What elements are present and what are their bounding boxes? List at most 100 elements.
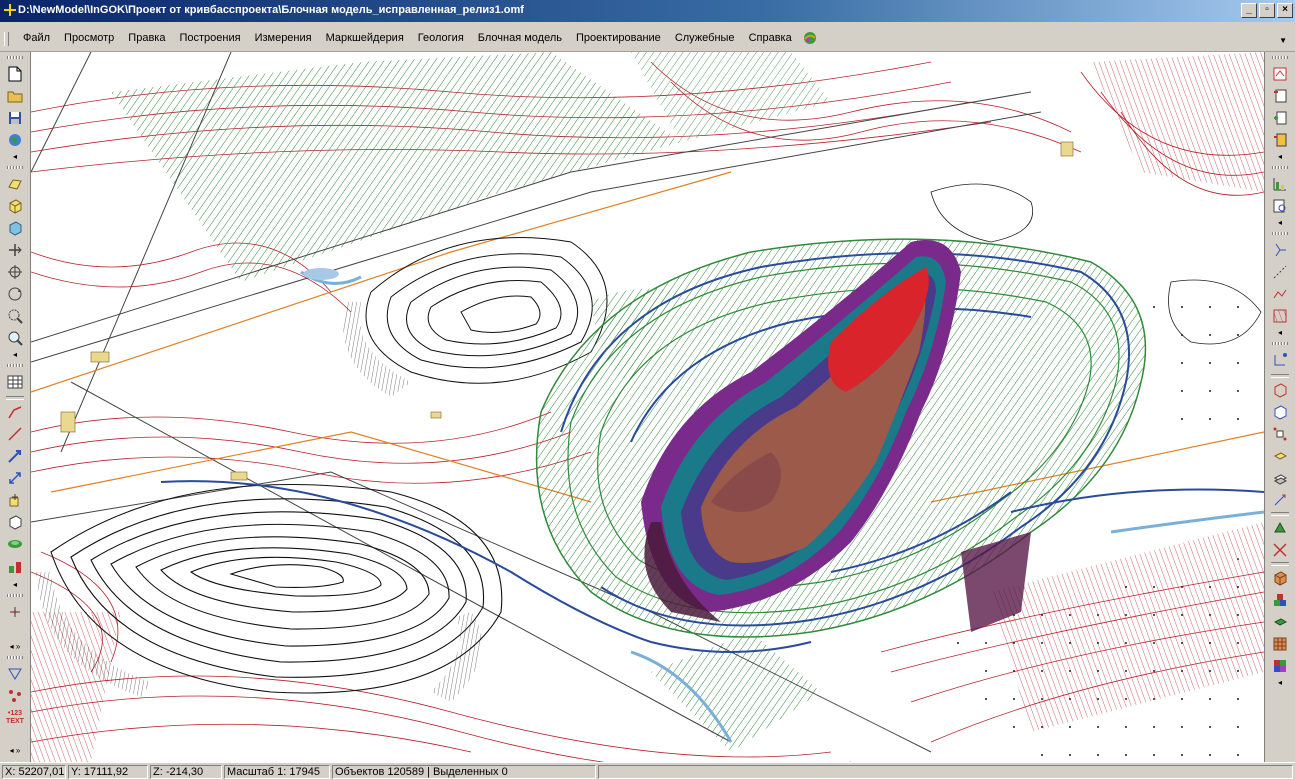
menu-grip[interactable]: [4, 32, 9, 46]
toolbar-grip[interactable]: [1272, 166, 1288, 169]
block-icon[interactable]: [5, 512, 25, 532]
model-viewport[interactable]: [31, 52, 1264, 762]
toolbar-grip[interactable]: [1272, 56, 1288, 59]
connect-icon[interactable]: [1270, 350, 1290, 370]
menu-measure[interactable]: Измерения: [254, 32, 312, 44]
status-empty: [598, 765, 1293, 779]
zoom-icon[interactable]: [5, 328, 25, 348]
menu-help[interactable]: Справка: [748, 32, 792, 44]
block-grid-icon[interactable]: [1270, 634, 1290, 654]
surface-icon[interactable]: [5, 174, 25, 194]
field-area: [111, 62, 501, 282]
menu-service[interactable]: Служебные: [674, 32, 735, 44]
title-bar: D:\NewModel\InGOK\Проект от кривбасспрое…: [0, 0, 1295, 22]
toolbar-expand-icon[interactable]: ◂ »: [9, 642, 21, 651]
cube-icon[interactable]: [5, 196, 25, 216]
extrude-icon[interactable]: [1270, 446, 1290, 466]
haul-roads: [160, 252, 1264, 653]
hatch-icon[interactable]: [1270, 306, 1290, 326]
grid-view-icon[interactable]: [1270, 108, 1290, 128]
triangulate-icon[interactable]: [5, 664, 25, 684]
menu-block-model[interactable]: Блочная модель: [477, 32, 563, 44]
line-icon[interactable]: [5, 424, 25, 444]
menu-file[interactable]: Файл: [23, 32, 51, 44]
menu-overflow-icon[interactable]: ▼: [1279, 36, 1287, 45]
model-view-icon[interactable]: [1270, 64, 1290, 84]
chart-icon[interactable]: [1270, 174, 1290, 194]
globe-icon[interactable]: [5, 130, 25, 150]
search-model-icon[interactable]: [1270, 196, 1290, 216]
open-folder-icon[interactable]: [5, 86, 25, 106]
toolbar-grip[interactable]: [7, 166, 23, 169]
close-button[interactable]: ×: [1277, 3, 1293, 18]
text-tool-icon[interactable]: •123 TEXT: [6, 710, 24, 725]
solid-icon[interactable]: [5, 218, 25, 238]
toolbar-separator: [6, 396, 24, 400]
ore-body: [641, 240, 961, 612]
measure-icon[interactable]: [1270, 262, 1290, 282]
menu-edit[interactable]: Правка: [128, 32, 166, 44]
toolbar-expand-icon[interactable]: ◂: [1277, 678, 1282, 687]
section-view-icon[interactable]: [1270, 86, 1290, 106]
maximize-button[interactable]: ▫: [1259, 3, 1275, 18]
app-icon: [4, 4, 16, 16]
cut-fill-icon[interactable]: [5, 556, 25, 576]
menu-build[interactable]: Построения: [179, 32, 241, 44]
toolbar-separator: [1271, 374, 1289, 378]
pan-icon[interactable]: [5, 240, 25, 260]
intersect-icon[interactable]: [1270, 468, 1290, 488]
toolbar-expand-icon[interactable]: ◂: [12, 580, 17, 589]
explode-icon[interactable]: [1270, 424, 1290, 444]
toolbar-expand-icon[interactable]: ◂: [12, 350, 17, 359]
cone-icon[interactable]: [1270, 518, 1290, 538]
toolbar-grip[interactable]: [1272, 342, 1288, 345]
layer-icon[interactable]: [5, 534, 25, 554]
profile-icon[interactable]: [1270, 284, 1290, 304]
toolbar-separator: [1271, 512, 1289, 516]
toolbar-expand-icon[interactable]: ◂ »: [9, 746, 21, 755]
field-area: [631, 52, 831, 142]
toolbar-grip[interactable]: [7, 656, 23, 659]
solid-view-icon[interactable]: [1270, 402, 1290, 422]
minimize-button[interactable]: _: [1241, 3, 1257, 18]
roads: [31, 52, 1042, 753]
app-logo-icon[interactable]: [803, 31, 817, 45]
toolbar-grip[interactable]: [7, 594, 23, 597]
menu-design[interactable]: Проектирование: [576, 32, 661, 44]
table-icon[interactable]: [5, 372, 25, 392]
polyline-icon[interactable]: [5, 402, 25, 422]
wireframe-icon[interactable]: [1270, 380, 1290, 400]
vertex-icon[interactable]: [1270, 240, 1290, 260]
menu-geology[interactable]: Геология: [417, 32, 464, 44]
toolbar-expand-icon[interactable]: ◂: [1277, 328, 1282, 337]
arrow-tool-icon[interactable]: [5, 446, 25, 466]
right-toolbar: ◂ ◂ ◂ ◂: [1264, 52, 1295, 762]
block-model-icon[interactable]: [1270, 568, 1290, 588]
mine-model-scene: [31, 52, 1264, 762]
split-icon[interactable]: [1270, 540, 1290, 560]
menu-survey[interactable]: Маркшейдерия: [325, 32, 404, 44]
rotate-icon[interactable]: [5, 262, 25, 282]
zoom-region-icon[interactable]: [5, 306, 25, 326]
block-color-icon[interactable]: [1270, 590, 1290, 610]
points-icon[interactable]: [5, 686, 25, 706]
toolbar-expand-icon[interactable]: ◂: [1277, 218, 1282, 227]
menu-view[interactable]: Просмотр: [64, 32, 115, 44]
layer-view-icon[interactable]: [1270, 130, 1290, 150]
move-tool-icon[interactable]: [5, 468, 25, 488]
toolbar-grip[interactable]: [7, 364, 23, 367]
orbit-icon[interactable]: [5, 284, 25, 304]
block-surface-icon[interactable]: [1270, 612, 1290, 632]
toolbar-expand-icon[interactable]: ◂: [1277, 152, 1282, 161]
new-file-icon[interactable]: [5, 64, 25, 84]
block-estimate-icon[interactable]: [1270, 656, 1290, 676]
reverse-icon[interactable]: [1270, 490, 1290, 510]
point-icon[interactable]: [5, 602, 25, 622]
toolbar-grip[interactable]: [1272, 232, 1288, 235]
save-icon[interactable]: [5, 108, 25, 128]
waste-dump-south: [50, 483, 503, 694]
toolbar-grip[interactable]: [7, 56, 23, 59]
transform-icon[interactable]: [5, 490, 25, 510]
menu-bar: Файл Просмотр Правка Построения Измерени…: [0, 22, 1295, 52]
toolbar-expand-icon[interactable]: ◂: [12, 152, 17, 161]
